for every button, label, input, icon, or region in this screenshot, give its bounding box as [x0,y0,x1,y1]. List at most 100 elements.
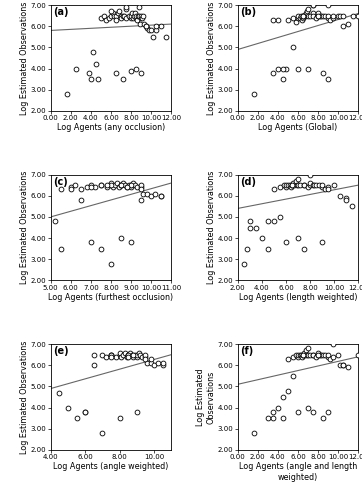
Point [143,22,149,30]
Point [305,350,311,358]
Point [289,181,295,189]
Point [92,183,98,191]
Point [98,244,104,252]
Point [132,350,138,358]
Point [270,69,276,77]
Point [122,181,128,189]
Point [344,196,349,204]
Point [310,1,316,9]
Point [118,12,124,20]
Point [305,344,311,352]
Point [280,393,286,401]
Point [100,350,105,358]
Point [345,364,351,372]
Point [120,12,126,20]
Point [247,224,253,232]
Point [68,183,74,191]
Point [300,12,306,20]
Point [331,14,336,22]
Point [331,340,336,348]
Point [275,64,281,72]
X-axis label: Log Agents (angle weighted): Log Agents (angle weighted) [53,462,169,471]
Point [283,181,289,189]
Point [124,353,130,361]
Point [253,224,259,232]
Point [118,353,124,361]
Point [349,202,355,210]
Point [271,217,277,225]
Point [313,181,319,189]
Point [310,1,316,9]
Point [101,12,107,20]
Point [290,372,296,380]
Point [281,181,286,189]
Point [247,217,253,225]
Text: (c): (c) [53,176,68,186]
Point [98,14,104,22]
Point [325,408,331,416]
Point [112,181,118,189]
Point [128,181,134,189]
Point [337,361,343,369]
Point [104,183,110,191]
Point [310,350,316,358]
Point [297,14,303,22]
Point [322,350,328,358]
Point [136,3,142,11]
Point [78,186,84,194]
Point [121,12,127,20]
Point [132,10,138,18]
Point [295,234,301,242]
Point [325,350,331,358]
Point [88,181,94,189]
Point [151,361,157,369]
Point [315,10,321,18]
Point [294,181,300,189]
Point [144,359,150,367]
Point [117,348,122,356]
Point [126,12,132,20]
Point [144,24,150,32]
Point [115,10,121,18]
Y-axis label: Log Estimated Observations: Log Estimated Observations [207,171,216,284]
Point [138,186,144,194]
Point [138,69,144,77]
Point [133,12,139,20]
Point [325,12,331,20]
Point [307,181,313,189]
Point [295,175,301,183]
Point [295,181,301,189]
Point [131,353,136,361]
Point [143,355,148,363]
Point [355,350,361,358]
Point [148,355,153,363]
Point [305,12,311,20]
Point [84,183,90,191]
Point [148,26,154,34]
Point [78,196,84,204]
Point [318,12,324,20]
Point [303,346,309,354]
Point [160,361,166,369]
Point [134,353,140,361]
Point [280,75,286,83]
Point [293,177,299,185]
Point [91,361,97,369]
Point [134,408,140,416]
Point [88,238,94,246]
Point [305,404,311,411]
Point [277,213,283,221]
Point [52,217,58,225]
Point [265,244,271,252]
X-axis label: Log Agents (length weighted): Log Agents (length weighted) [239,292,357,302]
Point [139,14,145,22]
Point [136,348,142,356]
Point [138,183,144,191]
Point [90,48,96,56]
Point [331,12,336,20]
Point [120,350,126,358]
Point [133,64,139,72]
Point [318,350,324,358]
Point [108,12,114,20]
Text: (f): (f) [240,346,253,356]
